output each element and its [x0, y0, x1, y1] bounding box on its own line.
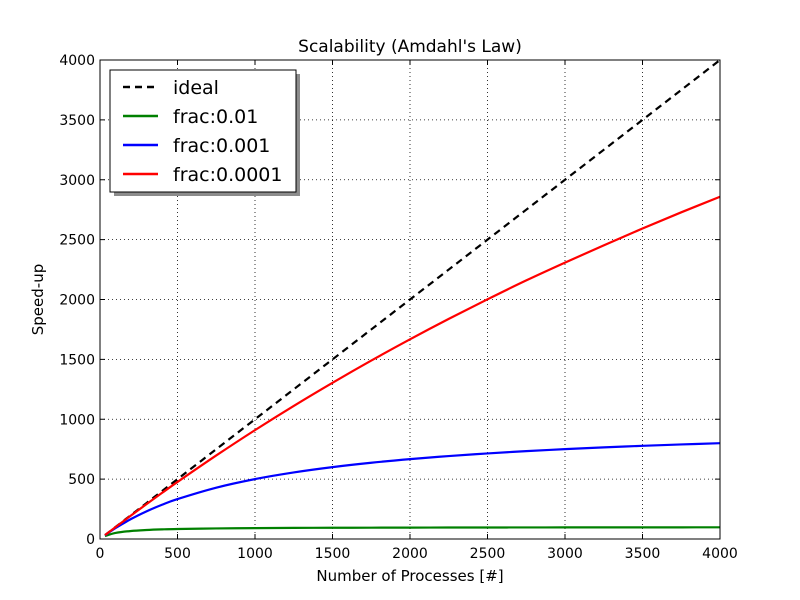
x-tick-label: 2500: [470, 546, 506, 562]
series-line-3: [104, 195, 721, 537]
y-tick-label: 0: [86, 532, 95, 548]
series-lines: [104, 59, 721, 538]
x-tick-label: 3500: [625, 546, 661, 562]
y-tick-label: 3000: [59, 173, 95, 189]
x-tick-label: 1500: [315, 546, 351, 562]
legend: ideal frac:0.01 frac:0.001 frac:0.0001: [109, 69, 300, 196]
y-tick-label: 3500: [59, 113, 95, 129]
y-tick-label: 2000: [59, 293, 95, 309]
legend-label: frac:0.001: [173, 135, 270, 157]
legend-label: frac:0.0001: [173, 164, 282, 186]
x-tick-label: 4000: [702, 546, 738, 562]
y-tick-label: 1500: [59, 352, 95, 368]
x-tick-label: 1000: [237, 546, 273, 562]
legend-label: ideal: [173, 77, 219, 99]
x-tick-label: 0: [96, 546, 105, 562]
legend-box: [109, 69, 297, 193]
x-tick-label: 500: [164, 546, 191, 562]
axis-ticks: 0 500 1000 1500 2000 2500 3000 3500 4000 0 500 1000…: [59, 53, 737, 562]
legend-label: frac:0.01: [173, 106, 258, 128]
y-tick-label: 500: [68, 472, 95, 488]
x-tick-label: 2000: [392, 546, 428, 562]
chart-title: Scalability (Amdahl's Law): [298, 37, 522, 57]
series-line-2: [104, 442, 721, 537]
x-tick-label: 3000: [547, 546, 583, 562]
y-axis-label: Speed-up: [29, 264, 47, 335]
y-tick-label: 2500: [59, 233, 95, 249]
x-axis-label: Number of Processes [#]: [316, 567, 503, 585]
series-line-1: [104, 526, 721, 538]
y-tick-label: 1000: [59, 412, 95, 428]
y-tick-label: 4000: [59, 53, 95, 69]
